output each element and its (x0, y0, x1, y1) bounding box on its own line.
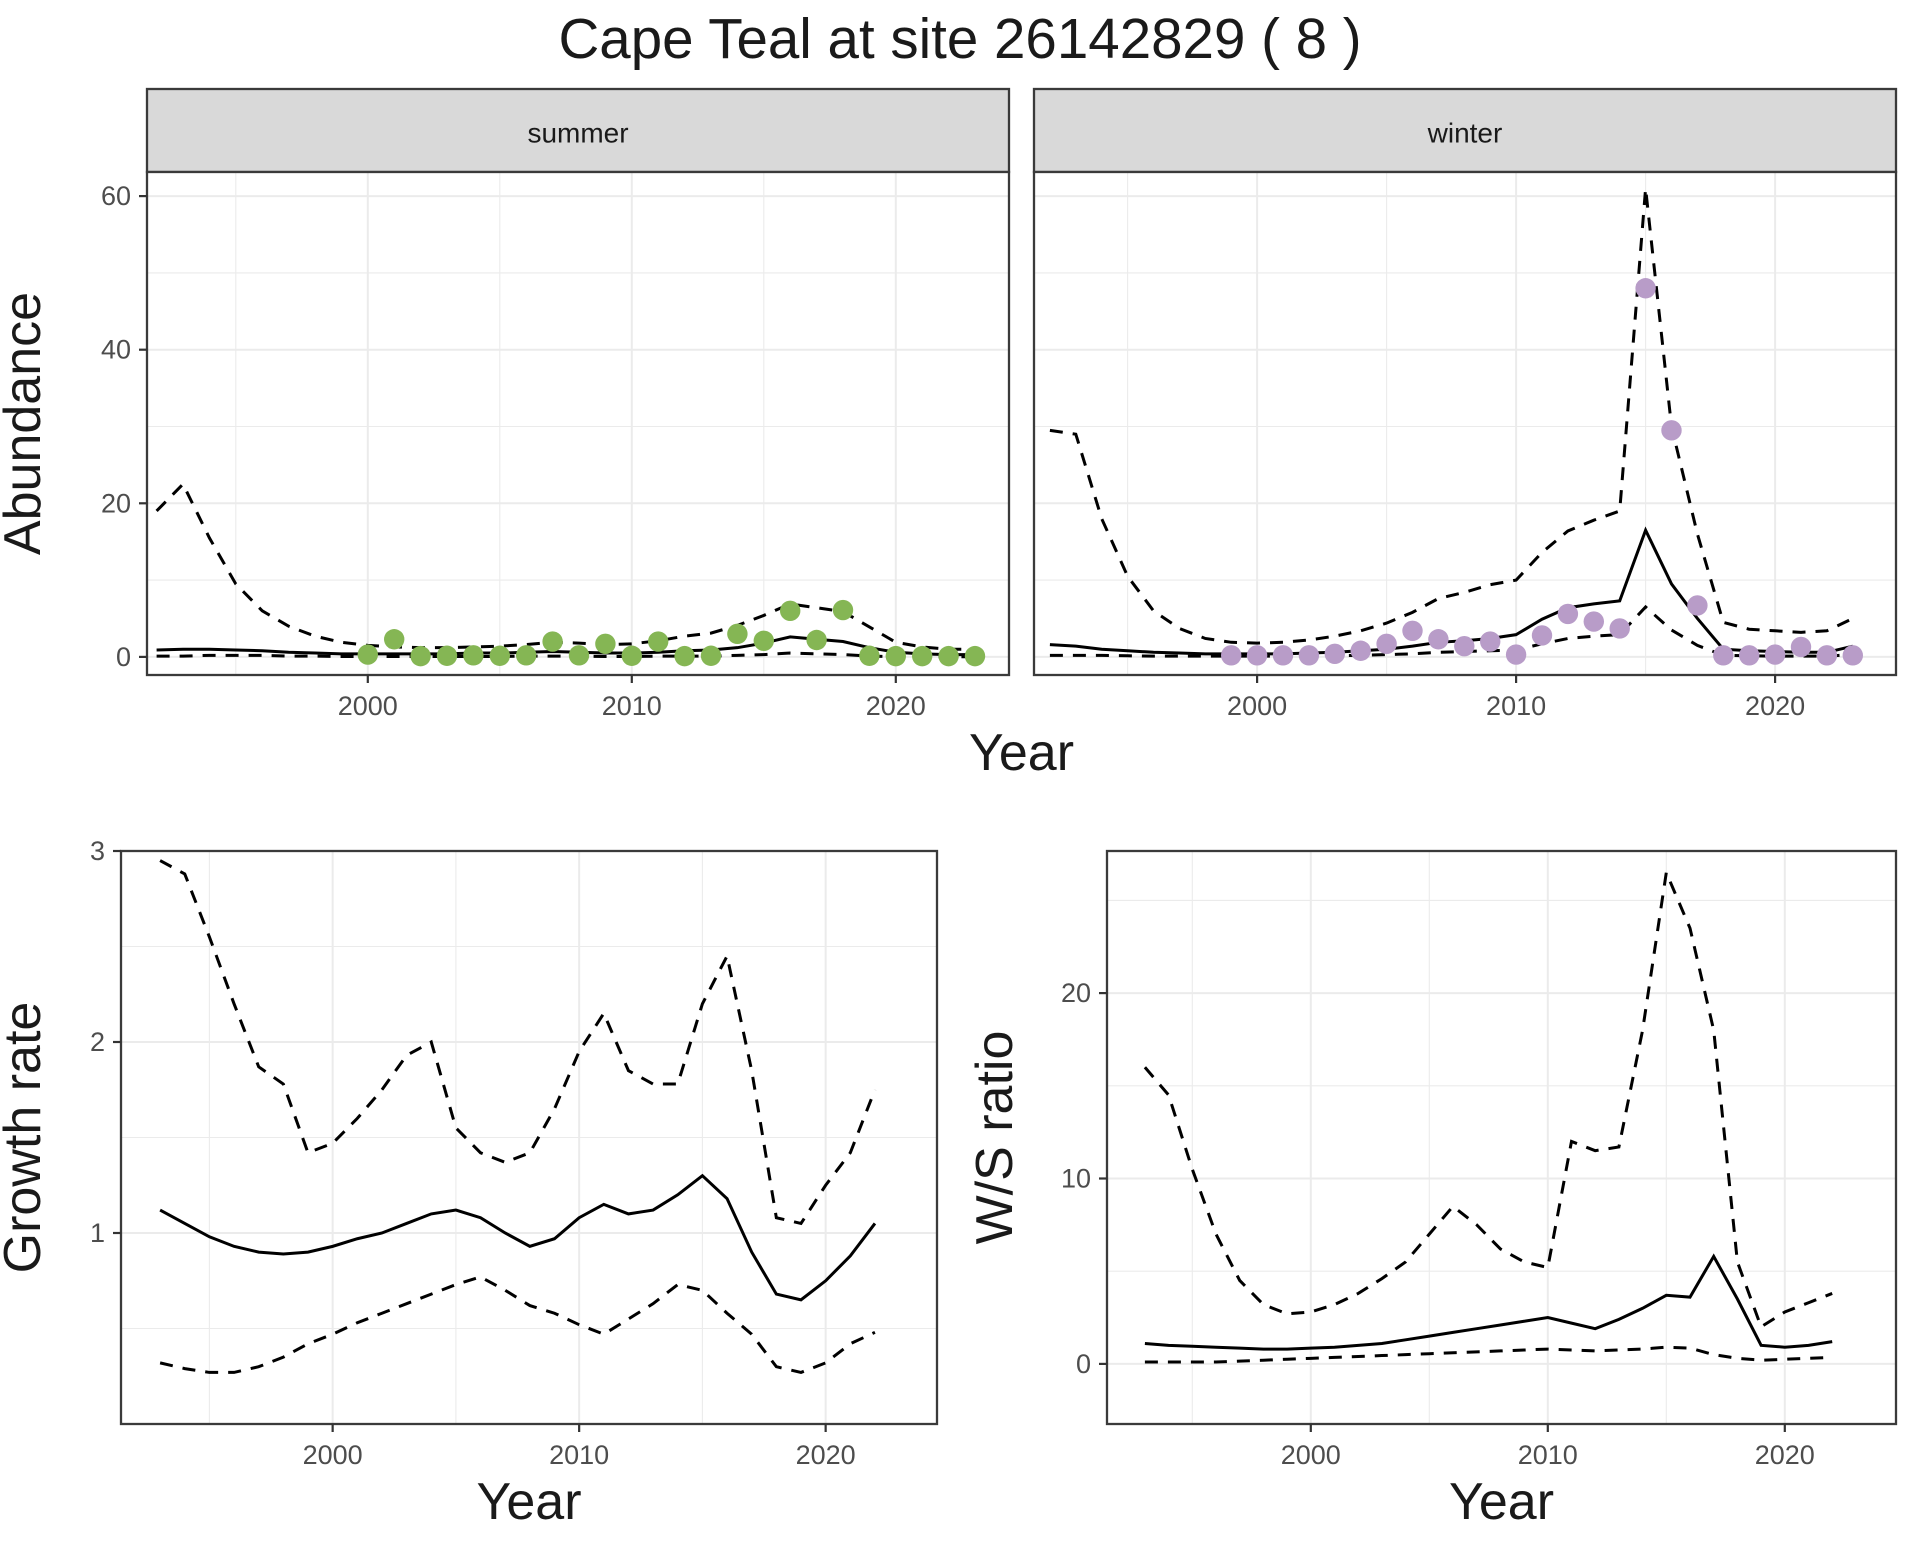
svg-text:2000: 2000 (1227, 691, 1287, 721)
svg-text:winter: winter (1427, 118, 1503, 149)
svg-text:2010: 2010 (602, 691, 662, 721)
svg-text:20: 20 (1061, 978, 1091, 1008)
svg-text:2020: 2020 (796, 1440, 856, 1470)
svg-text:W/S ratio: W/S ratio (966, 1031, 1024, 1245)
svg-text:2020: 2020 (1745, 691, 1805, 721)
svg-text:0: 0 (116, 642, 131, 672)
svg-text:3: 3 (90, 836, 105, 866)
svg-text:2000: 2000 (303, 1440, 363, 1470)
svg-text:2: 2 (90, 1027, 105, 1057)
svg-text:2010: 2010 (1486, 691, 1546, 721)
svg-text:Year: Year (476, 1473, 581, 1531)
svg-text:Year: Year (969, 724, 1074, 782)
svg-text:2020: 2020 (866, 691, 926, 721)
svg-text:10: 10 (1061, 1164, 1091, 1194)
svg-text:0: 0 (1076, 1349, 1091, 1379)
svg-text:1: 1 (90, 1218, 105, 1248)
svg-text:2010: 2010 (549, 1440, 609, 1470)
svg-text:Year: Year (1449, 1473, 1554, 1531)
svg-text:Abundance: Abundance (0, 292, 52, 555)
svg-text:summer: summer (527, 118, 628, 149)
svg-text:60: 60 (101, 181, 131, 211)
svg-text:2020: 2020 (1755, 1440, 1815, 1470)
svg-text:2010: 2010 (1518, 1440, 1578, 1470)
svg-text:2000: 2000 (1281, 1440, 1341, 1470)
svg-text:Growth rate: Growth rate (0, 1002, 52, 1274)
svg-text:2000: 2000 (338, 691, 398, 721)
svg-text:40: 40 (101, 335, 131, 365)
svg-text:Cape Teal at site 26142829 ( 8: Cape Teal at site 26142829 ( 8 ) (558, 7, 1361, 70)
svg-text:20: 20 (101, 488, 131, 518)
